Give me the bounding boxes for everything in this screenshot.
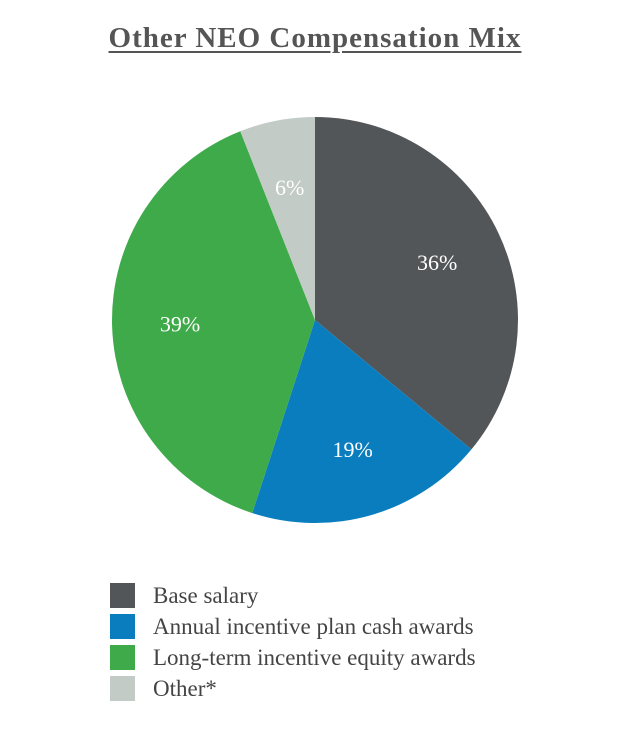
pie-label-annual-incentive-plan-cash-awards: 19% xyxy=(332,437,372,462)
legend-swatch-base-salary xyxy=(110,583,135,608)
legend-label-other: Other* xyxy=(153,675,217,701)
legend-label-long-term-incentive: Long-term incentive equity awards xyxy=(153,644,476,670)
pie-slice-long-term-incentive-equity-awards xyxy=(112,131,315,514)
legend-item-long-term-incentive: Long-term incentive equity awards xyxy=(110,642,476,673)
pie-label-other: 6% xyxy=(275,175,304,200)
pie-slice-base-salary xyxy=(315,117,518,450)
legend-item-other: Other* xyxy=(110,673,476,704)
pie-slice-annual-incentive-plan-cash-awards xyxy=(252,320,472,523)
pie-label-base-salary: 36% xyxy=(417,250,457,275)
legend-swatch-long-term-incentive xyxy=(110,645,135,670)
pie-slices xyxy=(112,117,518,523)
legend-swatch-other xyxy=(110,676,135,701)
legend-item-base-salary: Base salary xyxy=(110,580,476,611)
pie-label-long-term-incentive-equity-awards: 39% xyxy=(160,312,200,337)
legend-label-base-salary: Base salary xyxy=(153,582,259,608)
pie-slice-other xyxy=(240,117,315,320)
pie-slice-labels: 36% 19% 39% 6% xyxy=(160,175,457,462)
chart-title: Other NEO Compensation Mix xyxy=(108,22,522,54)
legend: Base salary Annual incentive plan cash a… xyxy=(110,580,476,704)
legend-swatch-annual-incentive xyxy=(110,614,135,639)
legend-label-annual-incentive: Annual incentive plan cash awards xyxy=(153,613,474,639)
pie-chart: 36% 19% 39% 6% xyxy=(112,117,518,523)
legend-item-annual-incentive: Annual incentive plan cash awards xyxy=(110,611,476,642)
